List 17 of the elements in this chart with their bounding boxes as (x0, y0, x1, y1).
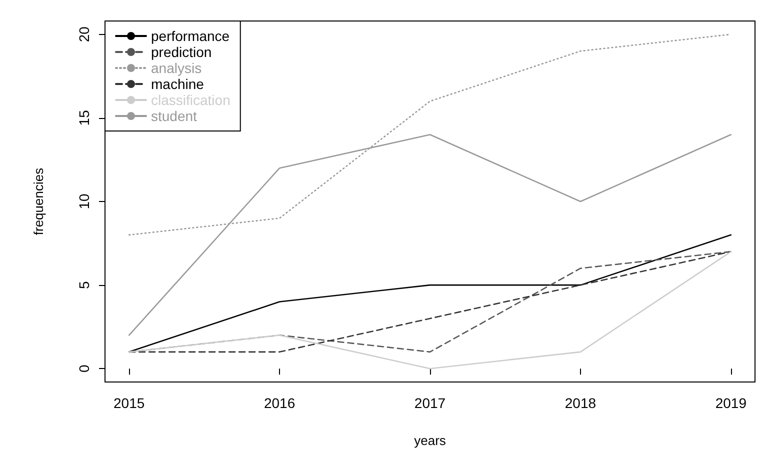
x-tick-label: 2019 (715, 395, 747, 411)
x-tick-label: 2015 (113, 395, 145, 411)
y-axis-title: frequencies (31, 167, 46, 236)
y-tick-label: 10 (76, 194, 92, 210)
x-axis-title: years (414, 433, 446, 448)
y-tick-label: 5 (76, 280, 92, 289)
legend-label: machine (151, 76, 204, 92)
legend-label: prediction (151, 44, 212, 60)
x-tick-label: 2016 (264, 395, 296, 411)
x-tick-label: 2017 (414, 395, 446, 411)
legend-label: performance (151, 28, 230, 44)
y-tick-label: 15 (76, 110, 92, 126)
x-tick-label: 2018 (564, 395, 596, 411)
legend-label: student (151, 108, 198, 124)
y-tick-label: 20 (76, 26, 92, 42)
legend-label: analysis (151, 60, 202, 76)
y-tick-label: 0 (76, 364, 92, 373)
